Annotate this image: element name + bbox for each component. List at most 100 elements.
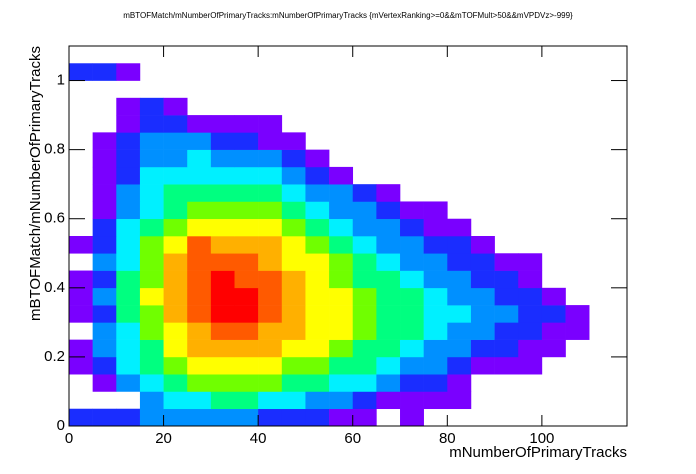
heatmap-cell — [329, 356, 354, 375]
heatmap-cell — [423, 339, 448, 358]
heatmap-cell — [258, 149, 283, 168]
y-tick-label: 0.4 — [44, 279, 65, 296]
heatmap-cell — [163, 391, 188, 410]
heatmap-cell — [423, 391, 448, 410]
heatmap-cell — [471, 46, 495, 64]
heatmap-cell — [471, 81, 495, 99]
heatmap-cell — [518, 219, 542, 237]
heatmap-cell — [447, 132, 471, 150]
heatmap-cell — [163, 115, 188, 133]
heatmap-cell — [589, 236, 613, 254]
heatmap-cell — [92, 236, 117, 254]
y-tick-label: 0.2 — [44, 348, 65, 365]
heatmap-cell — [376, 409, 400, 427]
heatmap-cell — [376, 218, 401, 237]
heatmap-cell — [329, 98, 353, 116]
x-tick-label: 40 — [250, 430, 267, 447]
heatmap-cell — [163, 322, 188, 340]
heatmap-cell — [163, 287, 188, 306]
heatmap-cell — [424, 46, 448, 64]
heatmap-cell — [281, 132, 306, 150]
heatmap-cell — [234, 356, 259, 375]
heatmap-cell — [542, 271, 566, 289]
heatmap-cell — [589, 253, 613, 271]
heatmap-cell — [187, 305, 212, 323]
heatmap-cell — [235, 81, 259, 99]
heatmap-cell — [518, 322, 543, 340]
heatmap-cell — [447, 253, 472, 271]
heatmap-cell — [518, 150, 542, 168]
heatmap-cell — [210, 166, 235, 185]
heatmap-cell — [423, 218, 448, 237]
heatmap-cell — [447, 409, 471, 427]
heatmap-cell — [329, 270, 354, 289]
heatmap-cell — [494, 305, 519, 323]
heatmap-cell — [235, 98, 259, 116]
heatmap-cell — [494, 253, 519, 271]
heatmap-cell — [281, 408, 306, 427]
heatmap-cell — [281, 270, 306, 289]
heatmap-cell — [69, 374, 93, 392]
y-tick-label: 0.8 — [44, 141, 65, 158]
heatmap-cell — [187, 356, 212, 375]
heatmap-cell — [258, 287, 283, 306]
heatmap-cell — [589, 409, 613, 427]
heatmap-cell — [139, 287, 164, 306]
heatmap-cell — [116, 270, 141, 289]
heatmap-cell — [139, 236, 164, 254]
heatmap-cell — [282, 115, 306, 133]
heatmap-cell — [116, 218, 141, 237]
heatmap-cell — [234, 391, 259, 410]
heatmap-cell — [234, 201, 259, 220]
heatmap-cell — [139, 166, 164, 185]
heatmap-cell — [69, 201, 93, 219]
heatmap-cell — [116, 253, 141, 271]
heatmap-cell — [518, 356, 543, 375]
heatmap-cell — [352, 184, 377, 202]
heatmap-cell — [116, 63, 141, 81]
heatmap-cell — [187, 391, 212, 410]
heatmap-cell — [329, 287, 354, 306]
heatmap-cell — [258, 201, 283, 220]
heatmap-cell — [376, 305, 401, 323]
heatmap-cell — [163, 356, 188, 375]
heatmap-cell — [447, 218, 472, 237]
heatmap-cell — [163, 201, 188, 220]
heatmap-cell — [376, 339, 401, 358]
heatmap-cell — [566, 374, 590, 392]
heatmap-cell — [565, 305, 590, 323]
heatmap-cell — [258, 253, 283, 271]
heatmap-cell — [471, 98, 495, 116]
heatmap-cell — [400, 236, 424, 254]
heatmap-cell — [400, 218, 424, 237]
heatmap-cell — [139, 408, 164, 427]
heatmap-cell — [93, 46, 117, 64]
heatmap-cell — [92, 374, 117, 392]
heatmap-cell — [400, 81, 424, 99]
heatmap-cell — [258, 98, 282, 116]
heatmap-cell — [589, 63, 613, 81]
heatmap-cell — [494, 356, 519, 375]
heatmap-cell — [305, 149, 330, 168]
heatmap-cell — [352, 339, 377, 358]
heatmap-cell — [281, 391, 306, 410]
heatmap-cell — [400, 287, 424, 306]
heatmap-cell — [494, 287, 519, 306]
heatmap-cell — [424, 150, 448, 168]
heatmap-cell — [211, 98, 235, 116]
heatmap-cell — [305, 391, 330, 410]
heatmap-cell — [400, 356, 424, 375]
heatmap-cell — [542, 63, 566, 81]
heatmap-cell — [305, 356, 330, 375]
heatmap-cell — [352, 201, 377, 220]
heatmap-cell — [305, 408, 330, 427]
heatmap-cell — [566, 219, 590, 237]
heatmap-cell — [139, 218, 164, 237]
heatmap-cell — [376, 46, 400, 64]
heatmap-cell — [92, 270, 117, 289]
heatmap-cell — [400, 63, 424, 81]
heatmap-cell — [589, 81, 613, 99]
heatmap-cell — [187, 270, 212, 289]
heatmap-cell — [258, 391, 283, 410]
heatmap-cell — [187, 408, 212, 427]
